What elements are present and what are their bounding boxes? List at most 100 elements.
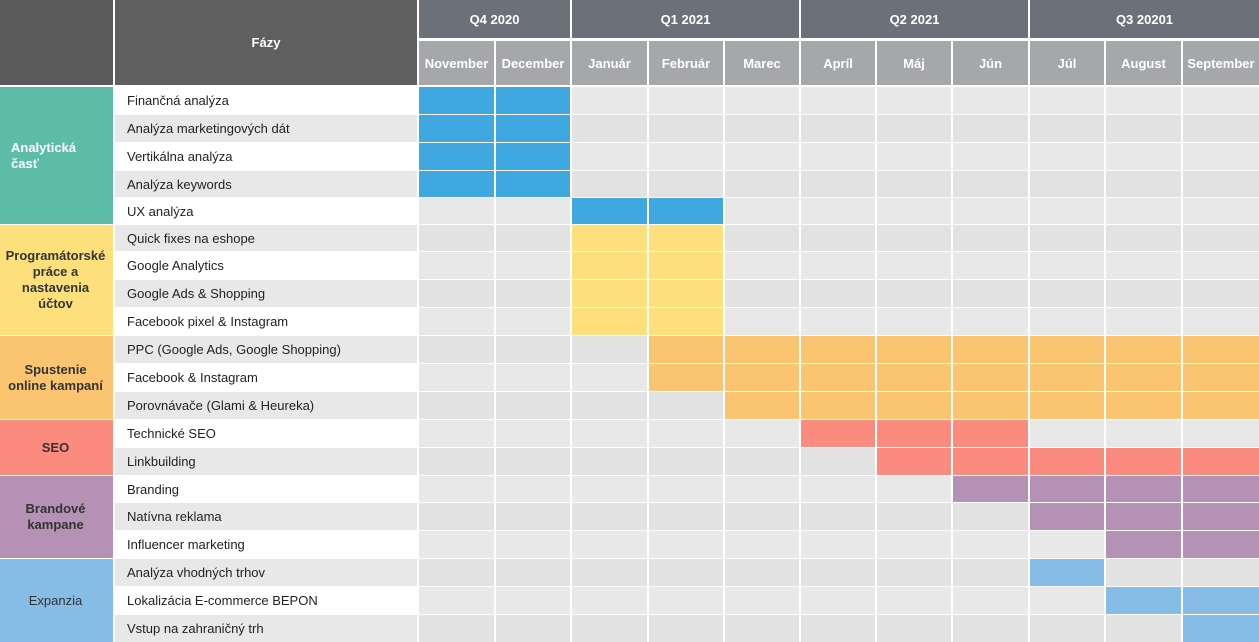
task-bar-cell	[1106, 503, 1181, 530]
task-bar-cell	[649, 364, 723, 391]
task-label: PPC (Google Ads, Google Shopping)	[115, 336, 417, 363]
timeline-cell	[1030, 252, 1104, 279]
month-header: December	[496, 41, 570, 85]
timeline-cell	[572, 420, 647, 447]
task-bar-cell	[953, 392, 1028, 419]
task-label: Technické SEO	[115, 420, 417, 447]
timeline-cell	[1183, 559, 1259, 586]
task-bar-cell	[419, 143, 494, 170]
task-name: Finančná analýza	[127, 93, 229, 108]
task-label: Analýza vhodných trhov	[115, 559, 417, 586]
task-label: Branding	[115, 476, 417, 502]
task-bar-cell	[572, 198, 647, 224]
timeline-cell	[1106, 615, 1181, 642]
quarter-label: Q1 2021	[660, 11, 711, 27]
timeline-cell	[1030, 587, 1104, 614]
timeline-cell	[801, 559, 875, 586]
quarter-header: Q1 2021	[572, 0, 799, 38]
timeline-cell	[877, 198, 951, 224]
timeline-cell	[801, 531, 875, 558]
timeline-cell	[1106, 308, 1181, 335]
task-name: Vertikálna analýza	[127, 149, 233, 164]
timeline-cell	[572, 336, 647, 363]
month-header: November	[419, 41, 494, 85]
month-label: Január	[588, 55, 631, 71]
timeline-cell	[419, 364, 494, 391]
month-label: December	[501, 55, 565, 71]
timeline-cell	[1106, 225, 1181, 251]
timeline-cell	[801, 115, 875, 142]
task-bar-cell	[953, 448, 1028, 475]
phase-group: SEO	[0, 420, 113, 475]
timeline-cell	[419, 280, 494, 307]
timeline-cell	[1106, 171, 1181, 197]
timeline-cell	[1030, 198, 1104, 224]
timeline-cell	[1106, 559, 1181, 586]
task-bar-cell	[649, 225, 723, 251]
task-bar-cell	[496, 143, 570, 170]
phases-header: Fázy	[115, 0, 417, 85]
task-label: Quick fixes na eshope	[115, 225, 417, 251]
timeline-cell	[496, 615, 570, 642]
timeline-cell	[877, 115, 951, 142]
timeline-cell	[649, 559, 723, 586]
task-name: Google Ads & Shopping	[127, 286, 266, 301]
task-bar-cell	[877, 336, 951, 363]
task-bar-cell	[1183, 392, 1259, 419]
task-label: Porovnávače (Glami & Heureka)	[115, 392, 417, 419]
month-label: Jún	[978, 55, 1003, 71]
month-label: November	[424, 55, 489, 71]
timeline-cell	[649, 143, 723, 170]
timeline-cell	[801, 87, 875, 114]
timeline-cell	[1183, 420, 1259, 447]
timeline-cell	[419, 615, 494, 642]
task-name: Porovnávače (Glami & Heureka)	[127, 398, 315, 413]
task-bar-cell	[649, 252, 723, 279]
task-bar-cell	[877, 448, 951, 475]
task-label: Facebook pixel & Instagram	[115, 308, 417, 335]
task-bar-cell	[572, 252, 647, 279]
task-name: Quick fixes na eshope	[127, 230, 255, 246]
timeline-cell	[1183, 198, 1259, 224]
timeline-cell	[419, 448, 494, 475]
task-name: PPC (Google Ads, Google Shopping)	[127, 342, 341, 357]
timeline-cell	[649, 87, 723, 114]
month-header: Jún	[953, 41, 1028, 85]
task-bar-cell	[419, 115, 494, 142]
task-bar-cell	[877, 392, 951, 419]
task-name: Linkbuilding	[127, 454, 196, 469]
timeline-cell	[496, 420, 570, 447]
timeline-cell	[877, 531, 951, 558]
timeline-cell	[1183, 87, 1259, 114]
timeline-cell	[496, 559, 570, 586]
timeline-cell	[572, 448, 647, 475]
timeline-cell	[572, 143, 647, 170]
header-corner	[0, 0, 113, 85]
timeline-cell	[801, 171, 875, 197]
month-label: Marec	[743, 55, 781, 71]
timeline-cell	[1183, 225, 1259, 251]
month-header: Február	[649, 41, 723, 85]
task-bar-cell	[649, 280, 723, 307]
timeline-cell	[725, 171, 799, 197]
task-bar-cell	[953, 364, 1028, 391]
timeline-cell	[1183, 252, 1259, 279]
phase-group-label: Spustenie online kampaní	[8, 361, 103, 393]
task-label: Finančná analýza	[115, 87, 417, 114]
task-name: UX analýza	[127, 203, 194, 219]
task-bar-cell	[1106, 448, 1181, 475]
timeline-cell	[877, 225, 951, 251]
timeline-cell	[725, 143, 799, 170]
task-label: Vstup na zahraničný trh	[115, 615, 417, 642]
timeline-cell	[801, 615, 875, 642]
timeline-cell	[1030, 280, 1104, 307]
timeline-cell	[1030, 531, 1104, 558]
task-bar-cell	[1106, 587, 1181, 614]
timeline-cell	[1106, 87, 1181, 114]
timeline-cell	[725, 448, 799, 475]
task-bar-cell	[419, 171, 494, 197]
timeline-cell	[725, 420, 799, 447]
timeline-cell	[1106, 420, 1181, 447]
timeline-cell	[725, 225, 799, 251]
task-name: Facebook pixel & Instagram	[127, 314, 289, 329]
